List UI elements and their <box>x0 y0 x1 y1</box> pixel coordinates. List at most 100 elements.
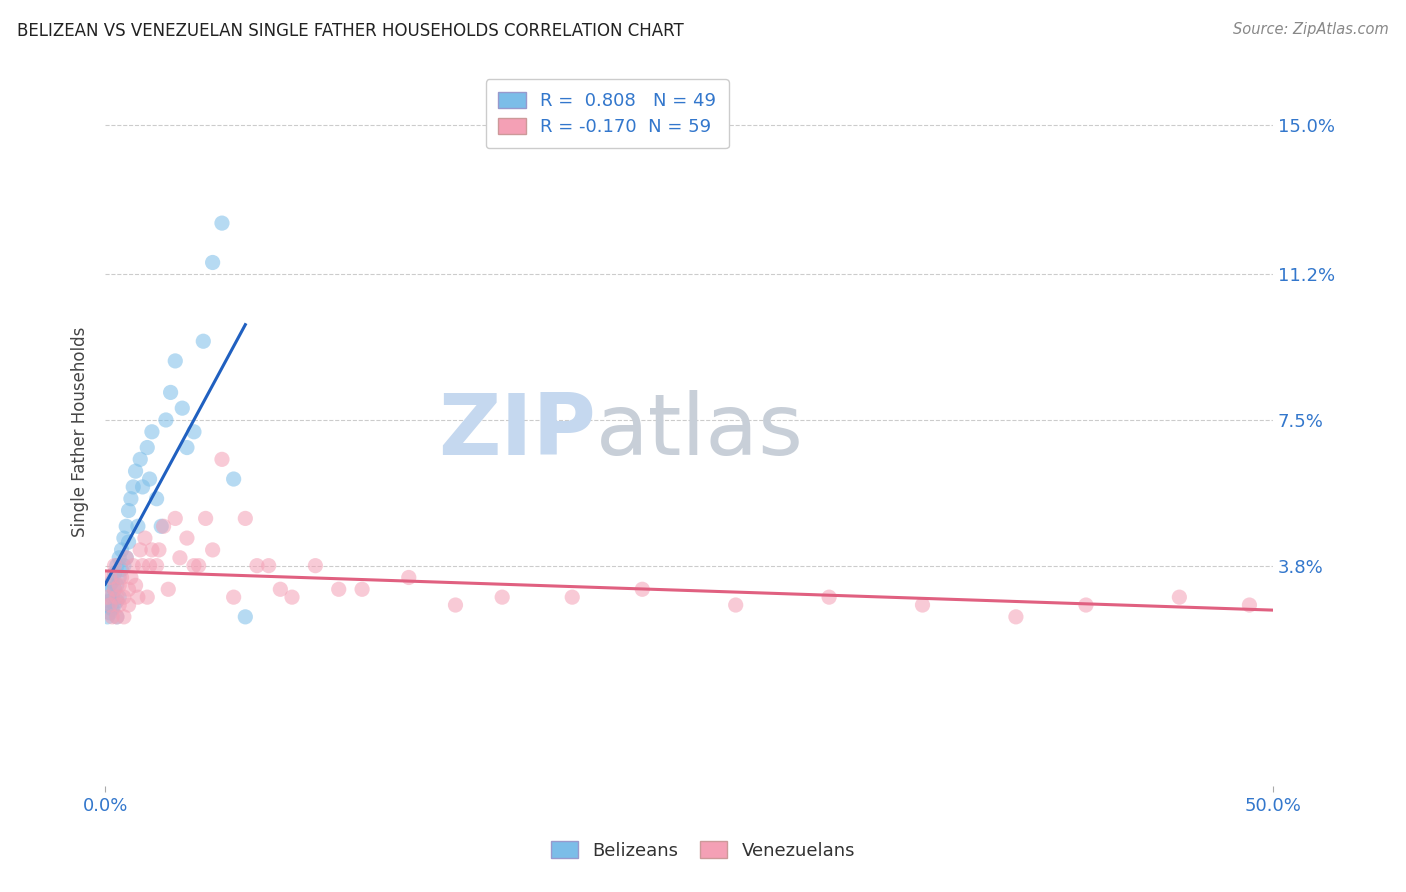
Point <box>131 558 153 573</box>
Point <box>120 570 142 584</box>
Point <box>169 550 191 565</box>
Point <box>1168 590 1191 604</box>
Point <box>105 594 128 608</box>
Point <box>183 558 205 573</box>
Point <box>136 590 159 604</box>
Point <box>211 216 233 230</box>
Point <box>96 610 118 624</box>
Point <box>269 582 291 597</box>
Point <box>101 602 124 616</box>
Point <box>159 385 181 400</box>
Point <box>103 582 125 597</box>
Point <box>201 255 224 269</box>
Point <box>304 558 326 573</box>
Point <box>108 570 131 584</box>
Y-axis label: Single Father Households: Single Father Households <box>72 326 89 537</box>
Point <box>115 550 138 565</box>
Point <box>176 531 198 545</box>
Point <box>398 570 420 584</box>
Point <box>115 519 138 533</box>
Point <box>110 542 132 557</box>
Point <box>127 519 149 533</box>
Point <box>103 558 125 573</box>
Point <box>101 610 124 624</box>
Point <box>108 590 131 604</box>
Text: ZIP: ZIP <box>437 391 596 474</box>
Point <box>96 586 118 600</box>
Point <box>141 425 163 439</box>
Text: atlas: atlas <box>596 391 804 474</box>
Point <box>138 472 160 486</box>
Point <box>222 590 245 604</box>
Text: BELIZEAN VS VENEZUELAN SINGLE FATHER HOUSEHOLDS CORRELATION CHART: BELIZEAN VS VENEZUELAN SINGLE FATHER HOU… <box>17 22 683 40</box>
Point <box>201 542 224 557</box>
Point <box>117 503 139 517</box>
Point <box>136 441 159 455</box>
Point <box>103 598 125 612</box>
Point <box>328 582 350 597</box>
Point <box>120 491 142 506</box>
Point <box>352 582 374 597</box>
Point <box>98 598 121 612</box>
Point <box>157 582 180 597</box>
Point <box>105 610 128 624</box>
Point <box>145 558 167 573</box>
Legend: R =  0.808   N = 49, R = -0.170  N = 59: R = 0.808 N = 49, R = -0.170 N = 59 <box>486 79 728 148</box>
Point <box>112 610 135 624</box>
Point <box>112 590 135 604</box>
Legend: Belizeans, Venezuelans: Belizeans, Venezuelans <box>544 834 862 867</box>
Point <box>444 598 467 612</box>
Point <box>138 558 160 573</box>
Point <box>112 531 135 545</box>
Point <box>105 590 128 604</box>
Point <box>246 558 269 573</box>
Point <box>131 480 153 494</box>
Point <box>98 578 121 592</box>
Point <box>561 590 583 604</box>
Point <box>145 491 167 506</box>
Point <box>491 590 513 604</box>
Point <box>115 550 138 565</box>
Point <box>127 590 149 604</box>
Point <box>194 511 217 525</box>
Point <box>98 606 121 620</box>
Point <box>112 558 135 573</box>
Point <box>187 558 209 573</box>
Point <box>150 519 173 533</box>
Point <box>911 598 934 612</box>
Point <box>211 452 233 467</box>
Point <box>117 598 139 612</box>
Point <box>148 542 170 557</box>
Point <box>1005 610 1028 624</box>
Point <box>105 610 128 624</box>
Point <box>1239 598 1261 612</box>
Point <box>724 598 747 612</box>
Point <box>105 578 128 592</box>
Point <box>124 578 146 592</box>
Point <box>96 598 118 612</box>
Point <box>155 413 177 427</box>
Point <box>110 563 132 577</box>
Point <box>281 590 304 604</box>
Point <box>141 542 163 557</box>
Point <box>165 354 187 368</box>
Point <box>257 558 280 573</box>
Point <box>117 535 139 549</box>
Point <box>129 452 152 467</box>
Point <box>103 566 125 581</box>
Point <box>96 590 118 604</box>
Point <box>193 334 215 349</box>
Point <box>110 570 132 584</box>
Point <box>172 401 194 416</box>
Point <box>134 531 156 545</box>
Text: Source: ZipAtlas.com: Source: ZipAtlas.com <box>1233 22 1389 37</box>
Point <box>631 582 654 597</box>
Point <box>98 570 121 584</box>
Point <box>818 590 841 604</box>
Point <box>105 558 128 573</box>
Point <box>122 558 145 573</box>
Point <box>98 594 121 608</box>
Point <box>108 598 131 612</box>
Point <box>176 441 198 455</box>
Point <box>233 610 256 624</box>
